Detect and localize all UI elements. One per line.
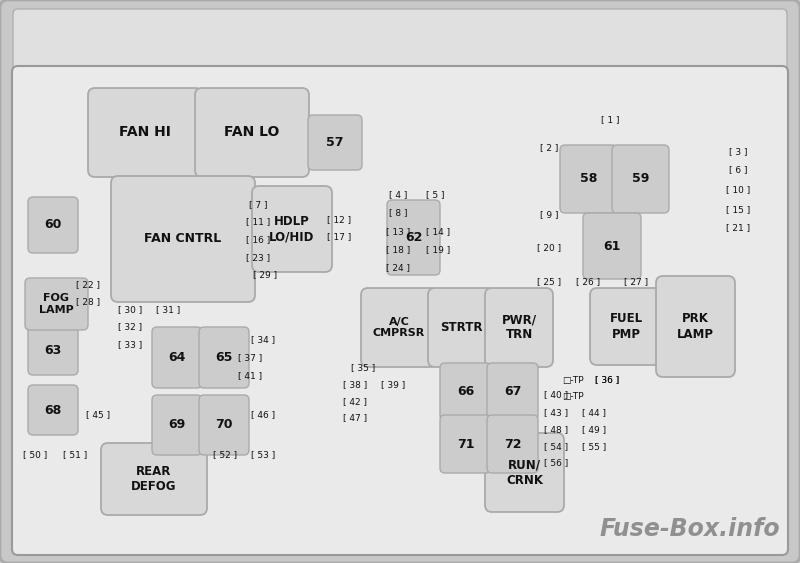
Text: [ 2 ]: [ 2 ]: [540, 144, 558, 153]
Text: [ 27 ]: [ 27 ]: [624, 278, 648, 287]
Text: [ 4 ]: [ 4 ]: [389, 190, 407, 199]
Text: [ 6 ]: [ 6 ]: [729, 166, 747, 175]
Text: [ 47 ]: [ 47 ]: [343, 413, 367, 422]
Text: 67: 67: [504, 385, 521, 398]
Text: [ 30 ]: [ 30 ]: [118, 306, 142, 315]
Text: 70: 70: [215, 418, 233, 431]
Text: [ 13 ]: [ 13 ]: [386, 227, 410, 236]
Text: [ 35 ]: [ 35 ]: [351, 364, 375, 373]
Text: [ 19 ]: [ 19 ]: [426, 245, 450, 254]
Text: [ 38 ]: [ 38 ]: [343, 381, 367, 390]
Text: PWR/
TRN: PWR/ TRN: [502, 314, 537, 342]
FancyBboxPatch shape: [361, 288, 437, 367]
Text: [ 15 ]: [ 15 ]: [726, 205, 750, 215]
Text: 59: 59: [632, 172, 649, 185]
Text: FAN LO: FAN LO: [224, 126, 280, 140]
Text: [ 46 ]: [ 46 ]: [251, 410, 275, 419]
Text: 66: 66: [457, 385, 474, 398]
FancyBboxPatch shape: [13, 9, 787, 73]
Text: [ 39 ]: [ 39 ]: [381, 381, 405, 390]
Text: [ 1 ]: [ 1 ]: [601, 115, 619, 124]
Text: [ 8 ]: [ 8 ]: [389, 208, 407, 217]
Text: 57: 57: [326, 136, 344, 149]
FancyBboxPatch shape: [440, 415, 491, 473]
Text: [ 18 ]: [ 18 ]: [386, 245, 410, 254]
Text: □-TP: □-TP: [562, 391, 584, 400]
Text: A/C
CMPRSR: A/C CMPRSR: [373, 317, 425, 338]
Text: [ 53 ]: [ 53 ]: [251, 450, 275, 459]
Text: [ 28 ]: [ 28 ]: [76, 297, 100, 306]
Text: FUEL
PMP: FUEL PMP: [610, 312, 642, 341]
Text: Fuse-Box.info: Fuse-Box.info: [599, 517, 780, 541]
Text: [ 55 ]: [ 55 ]: [582, 443, 606, 452]
Text: [ 43 ]: [ 43 ]: [544, 409, 568, 418]
Text: [ 48 ]: [ 48 ]: [544, 426, 568, 435]
Text: FAN CNTRL: FAN CNTRL: [144, 233, 222, 245]
Text: STRTR: STRTR: [440, 321, 482, 334]
Text: 63: 63: [44, 343, 62, 356]
Text: 68: 68: [44, 404, 62, 417]
FancyBboxPatch shape: [28, 197, 78, 253]
Text: [ 45 ]: [ 45 ]: [86, 410, 110, 419]
FancyBboxPatch shape: [487, 415, 538, 473]
FancyBboxPatch shape: [485, 433, 564, 512]
FancyBboxPatch shape: [152, 327, 202, 388]
Text: [ 37 ]: [ 37 ]: [238, 354, 262, 363]
Text: [ 34 ]: [ 34 ]: [251, 336, 275, 345]
Text: [ 32 ]: [ 32 ]: [118, 323, 142, 332]
Text: 62: 62: [405, 231, 422, 244]
Text: 69: 69: [168, 418, 186, 431]
FancyBboxPatch shape: [25, 278, 88, 330]
Text: [ 50 ]: [ 50 ]: [23, 450, 47, 459]
Text: [ 21 ]: [ 21 ]: [726, 224, 750, 233]
FancyBboxPatch shape: [590, 288, 662, 365]
FancyBboxPatch shape: [199, 327, 249, 388]
Text: [ 14 ]: [ 14 ]: [426, 227, 450, 236]
Text: [ 7 ]: [ 7 ]: [249, 200, 267, 209]
Text: [ 31 ]: [ 31 ]: [156, 306, 180, 315]
FancyBboxPatch shape: [101, 443, 207, 515]
Text: [ 36 ]: [ 36 ]: [595, 376, 619, 385]
FancyBboxPatch shape: [560, 145, 617, 213]
Text: [ 56 ]: [ 56 ]: [544, 458, 568, 467]
FancyBboxPatch shape: [583, 213, 641, 279]
FancyBboxPatch shape: [428, 288, 494, 367]
FancyBboxPatch shape: [487, 363, 538, 420]
FancyBboxPatch shape: [387, 200, 440, 275]
Text: [ 12 ]: [ 12 ]: [327, 216, 351, 225]
Text: [ 40 ]: [ 40 ]: [544, 391, 568, 400]
Text: [ 26 ]: [ 26 ]: [576, 278, 600, 287]
Text: [ 41 ]: [ 41 ]: [238, 372, 262, 381]
Text: 65: 65: [215, 351, 233, 364]
FancyBboxPatch shape: [308, 115, 362, 170]
Text: [ 49 ]: [ 49 ]: [582, 426, 606, 435]
Text: [ 33 ]: [ 33 ]: [118, 341, 142, 350]
FancyBboxPatch shape: [199, 395, 249, 455]
FancyBboxPatch shape: [28, 325, 78, 375]
Text: FAN HI: FAN HI: [119, 126, 171, 140]
Text: [ 20 ]: [ 20 ]: [537, 244, 561, 252]
FancyBboxPatch shape: [440, 363, 491, 420]
FancyBboxPatch shape: [28, 385, 78, 435]
Text: 64: 64: [168, 351, 186, 364]
FancyBboxPatch shape: [195, 88, 309, 177]
Text: [ 29 ]: [ 29 ]: [253, 270, 277, 279]
FancyBboxPatch shape: [152, 395, 202, 455]
Text: RUN/
CRNK: RUN/ CRNK: [506, 458, 543, 486]
Text: [ 44 ]: [ 44 ]: [582, 409, 606, 418]
Text: REAR
DEFOG: REAR DEFOG: [131, 465, 177, 493]
Text: [ 23 ]: [ 23 ]: [246, 253, 270, 262]
Text: 72: 72: [504, 437, 522, 450]
FancyBboxPatch shape: [12, 66, 788, 555]
FancyBboxPatch shape: [88, 88, 202, 177]
Text: 71: 71: [457, 437, 474, 450]
Text: [ 9 ]: [ 9 ]: [540, 211, 558, 220]
Text: HDLP
LO/HID: HDLP LO/HID: [270, 215, 314, 243]
Text: FOG
LAMP: FOG LAMP: [39, 293, 74, 315]
Text: 61: 61: [603, 239, 621, 252]
Text: [ 10 ]: [ 10 ]: [726, 185, 750, 194]
Text: [ 5 ]: [ 5 ]: [426, 190, 444, 199]
Text: [ 3 ]: [ 3 ]: [729, 148, 747, 157]
Text: [ 11 ]: [ 11 ]: [246, 217, 270, 226]
